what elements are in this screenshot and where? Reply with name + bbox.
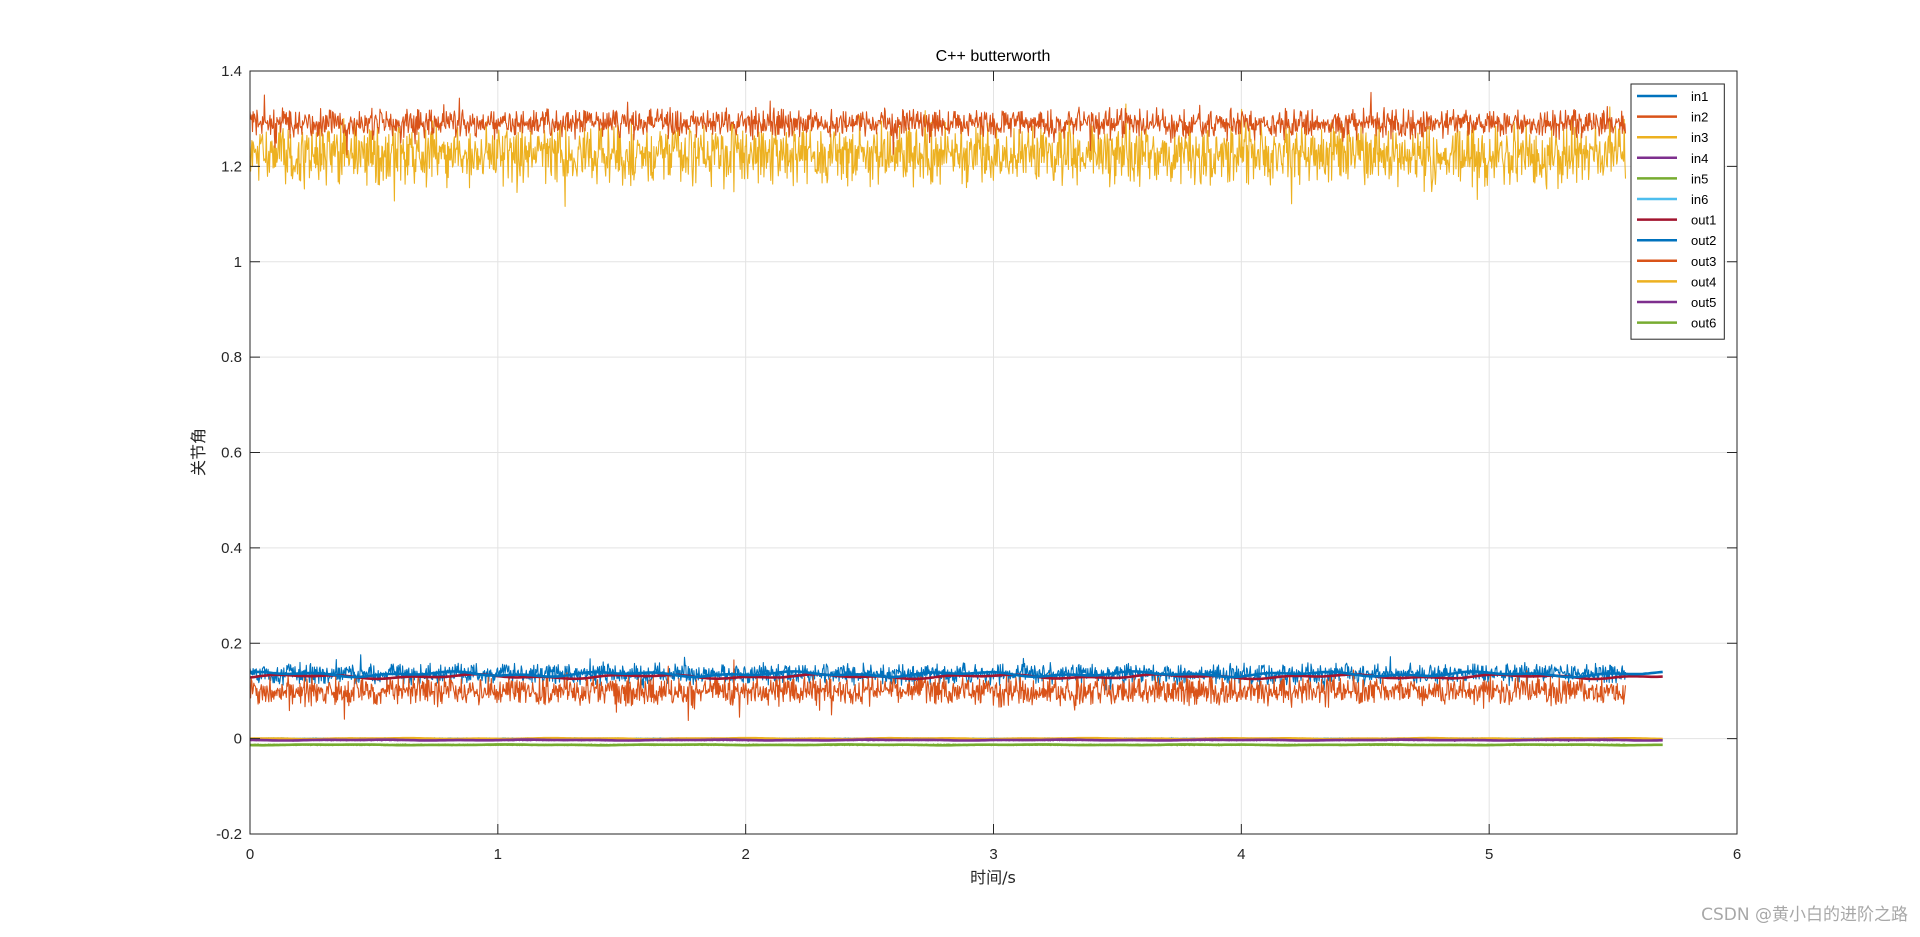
series-layer	[249, 91, 1663, 747]
series-line-out4	[249, 736, 1663, 741]
legend-label-in3: in3	[1691, 130, 1708, 145]
legend-label-out1: out1	[1691, 213, 1716, 228]
y-axis-label: 关节角	[189, 428, 208, 476]
x-tick-label: 3	[989, 846, 997, 863]
grid-lines	[250, 71, 1737, 834]
chart-title: C++ butterworth	[936, 48, 1051, 65]
y-tick-label: 0.2	[221, 635, 242, 652]
legend-label-in5: in5	[1691, 171, 1708, 186]
x-axis-label: 时间/s	[970, 868, 1016, 887]
y-tick-label: 0.8	[221, 349, 242, 366]
legend-label-in1: in1	[1691, 89, 1708, 104]
x-tick-label: 6	[1733, 846, 1741, 863]
watermark-text: CSDN @黄小白的进阶之路	[1701, 905, 1908, 925]
legend-label-out4: out4	[1691, 274, 1716, 289]
legend-label-in2: in2	[1691, 110, 1708, 125]
legend-label-out3: out3	[1691, 254, 1716, 269]
y-tick-label: 0.4	[221, 540, 242, 557]
legend-label-out6: out6	[1691, 316, 1716, 331]
x-tick-label: 2	[741, 846, 749, 863]
x-tick-label: 0	[246, 846, 254, 863]
series-line-out3	[249, 659, 1627, 722]
legend-label-out2: out2	[1691, 233, 1716, 248]
series-line-in2	[249, 91, 1627, 156]
legend-label-out5: out5	[1691, 295, 1716, 310]
x-tick-label: 1	[494, 846, 502, 863]
series-line-out2	[249, 670, 1663, 679]
y-tick-label: 1	[234, 254, 242, 271]
series-line-in3	[249, 103, 1627, 207]
legend: in1 in2 in3 in4 in5 in6 out1 out2 out3 out4 out5 ou…	[1630, 83, 1725, 340]
y-tick-label: 0.6	[221, 445, 242, 462]
y-tick-label: 1.2	[221, 158, 242, 175]
legend-label-in4: in4	[1691, 151, 1708, 166]
legend-box	[1630, 83, 1725, 340]
series-line-out5	[250, 738, 1663, 742]
x-tick-label: 4	[1237, 846, 1245, 863]
axis-ticks: 0 1 2 3 4 5 6-0.200.20.40.60.811.21.4	[216, 63, 1741, 863]
legend-label-in6: in6	[1691, 192, 1708, 207]
y-tick-label: 0	[234, 731, 242, 748]
x-tick-label: 5	[1485, 846, 1493, 863]
y-tick-label: -0.2	[216, 826, 242, 843]
y-tick-label: 1.4	[221, 63, 242, 80]
series-line-out6	[249, 743, 1663, 747]
